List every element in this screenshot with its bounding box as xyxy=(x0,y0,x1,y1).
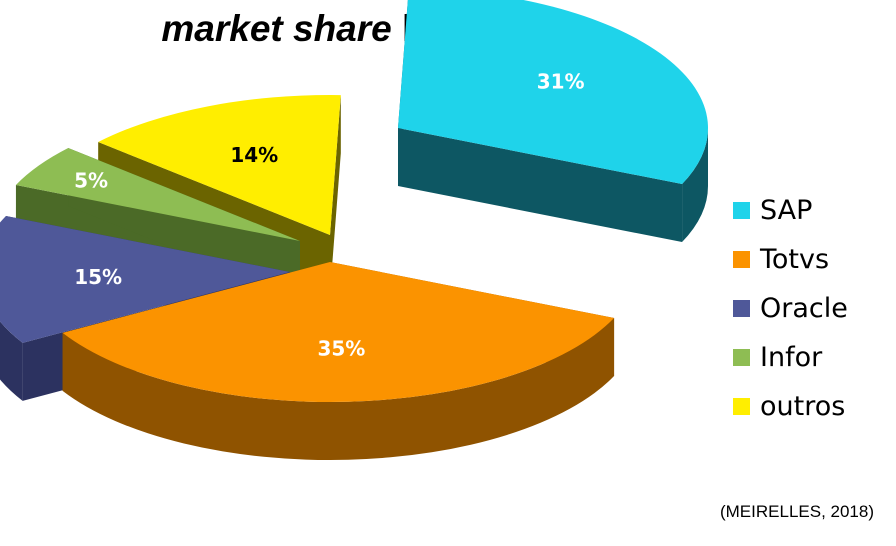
legend-label-outros: outros xyxy=(760,391,846,422)
chart-legend: SAP Totvs Oracle Infor outros xyxy=(733,186,848,431)
legend-item-infor: Infor xyxy=(733,333,848,382)
pie-slice-oracle-top xyxy=(0,215,290,343)
legend-swatch-outros xyxy=(733,398,750,415)
pie-slice-totvs-rim xyxy=(62,318,615,460)
legend-item-sap: SAP xyxy=(733,186,848,235)
legend-label-infor: Infor xyxy=(760,342,823,373)
legend-swatch-totvs xyxy=(733,251,750,268)
legend-swatch-infor xyxy=(733,349,750,366)
legend-item-totvs: Totvs xyxy=(733,235,848,284)
pie-slice-outros-top xyxy=(98,94,341,235)
data-label-infor: 5% xyxy=(74,169,108,193)
pie-data-labels: 31% 35% 15% 5% 14% xyxy=(74,70,584,361)
pie-slice-sap-top xyxy=(398,0,708,185)
pie-slice-totvs xyxy=(62,262,615,460)
data-label-oracle: 15% xyxy=(74,265,122,289)
chart-title-italic: market share xyxy=(161,8,392,49)
pie-slice-sap xyxy=(398,0,708,243)
pie-slice-totvs-top xyxy=(62,262,615,403)
legend-item-oracle: Oracle xyxy=(733,284,848,333)
legend-item-outros: outros xyxy=(733,382,848,431)
legend-swatch-oracle xyxy=(733,300,750,317)
legend-swatch-sap xyxy=(733,202,750,219)
pie-slice-outros-wall-1 xyxy=(330,95,341,293)
legend-label-oracle: Oracle xyxy=(760,293,848,324)
data-label-sap: 31% xyxy=(537,70,585,94)
pie-slice-infor-top xyxy=(15,148,301,241)
legend-label-totvs: Totvs xyxy=(760,244,830,275)
pie-slice-sap-wall-1 xyxy=(398,128,683,243)
pie-slice-oracle-rim xyxy=(0,321,23,401)
data-label-totvs: 35% xyxy=(317,337,365,361)
pie-slice-sap-rim xyxy=(682,128,708,243)
pie-slices xyxy=(0,0,708,460)
legend-label-sap: SAP xyxy=(760,195,813,226)
source-citation: (MEIRELLES, 2018) xyxy=(719,502,874,521)
data-label-outros: 14% xyxy=(230,143,278,167)
